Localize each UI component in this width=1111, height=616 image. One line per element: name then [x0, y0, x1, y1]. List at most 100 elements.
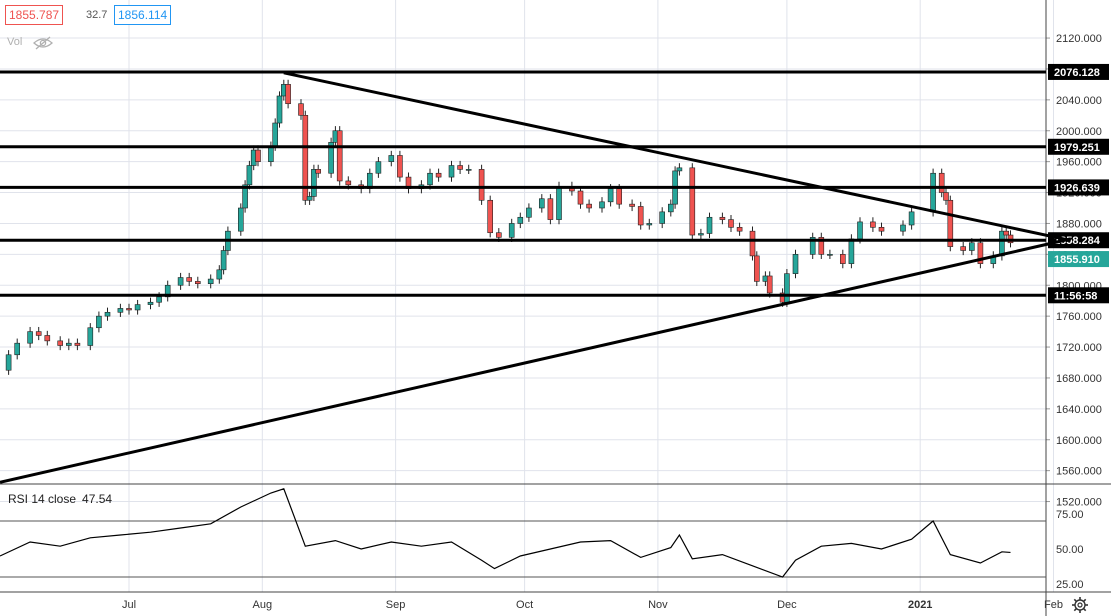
candle-body	[599, 201, 605, 209]
candle-body	[706, 216, 713, 234]
candle-body	[388, 155, 395, 162]
candle-body	[66, 342, 72, 346]
candle-body	[336, 130, 343, 182]
level-price-label: 1926.639	[1054, 182, 1100, 194]
candle-body	[44, 335, 51, 342]
candle-body	[629, 203, 635, 207]
candle-body	[195, 281, 201, 285]
candle-body	[272, 122, 279, 147]
candle-body	[753, 255, 760, 282]
level-price-label: 1979.251	[1054, 142, 1100, 154]
candle-body	[220, 250, 227, 271]
price-axis-label: 1760.000	[1056, 311, 1102, 323]
candle-body	[126, 308, 132, 311]
level-price-tag	[1048, 232, 1109, 249]
candle-body	[827, 254, 833, 256]
candle-body	[659, 211, 666, 224]
bid-price-badge[interactable]: 1855.787	[5, 5, 64, 25]
candle-body	[57, 340, 64, 346]
candle-body	[164, 284, 171, 298]
candle-body	[156, 296, 162, 303]
level-price-label: 2076.128	[1054, 67, 1100, 79]
candle-body	[35, 331, 42, 336]
time-axis-label: 2021	[908, 599, 932, 611]
candle-body	[809, 237, 816, 255]
candle-body	[784, 273, 790, 303]
candle-body	[577, 190, 584, 205]
level-price-tag	[1048, 63, 1109, 80]
candle-body	[242, 184, 248, 209]
candle-body	[478, 169, 485, 201]
candle-body	[538, 198, 545, 209]
level-price-tag	[1048, 287, 1109, 304]
candle-body	[255, 149, 261, 162]
candle-body	[117, 308, 124, 313]
candle-body	[943, 192, 949, 201]
candle-body	[246, 165, 253, 186]
price-axis-label: 1880.000	[1056, 218, 1102, 230]
candle-body	[719, 216, 726, 220]
rsi-label: RSI 14 close 47.54	[8, 492, 112, 506]
time-axis-label: Nov	[648, 599, 668, 611]
price-axis-label: 1720.000	[1056, 342, 1102, 354]
candle-body	[526, 207, 532, 218]
candle-body	[328, 142, 334, 174]
candle-body	[676, 167, 683, 172]
time-axis-label: Oct	[516, 599, 533, 611]
candle-body	[216, 269, 223, 280]
candle-body	[448, 165, 455, 178]
candle-body	[345, 180, 352, 186]
time-axis-label: Dec	[777, 599, 797, 611]
candle-body	[870, 221, 876, 228]
candle-body	[375, 161, 382, 174]
candle-body	[977, 242, 984, 264]
time-axis-label: Jul	[122, 599, 136, 611]
candle-body	[766, 275, 773, 294]
candle-body	[960, 246, 967, 251]
candle-body	[646, 223, 653, 226]
price-axis-label: 2120.000	[1056, 33, 1102, 45]
rsi-name: RSI 14 close	[8, 492, 77, 506]
volume-label: Vol	[7, 36, 23, 48]
candle-body	[74, 342, 81, 346]
candle-body	[908, 211, 915, 226]
candle-body	[728, 219, 734, 228]
candle-body	[818, 237, 825, 255]
level-price-label: 11:56:58	[1054, 290, 1097, 302]
candle-body	[238, 207, 244, 232]
candle-body	[487, 199, 494, 234]
candle-body	[276, 95, 283, 124]
candle-body	[878, 227, 885, 232]
price-axis-label: 2000.000	[1056, 126, 1102, 138]
candle-body	[315, 169, 322, 174]
candle-body	[547, 198, 554, 220]
candle-body	[5, 354, 12, 371]
candle-body	[14, 342, 20, 356]
ask-price-badge[interactable]: 1856.114	[114, 5, 172, 25]
time-axis-label: Feb	[1044, 599, 1063, 611]
candle-body	[397, 155, 403, 178]
eye-hidden-icon[interactable]	[33, 36, 53, 50]
candle-body	[586, 203, 592, 209]
gear-icon[interactable]	[1071, 596, 1089, 614]
price-axis-label: 1600.000	[1056, 435, 1102, 447]
rsi-axis-label: 75.00	[1056, 509, 1084, 521]
candle-body	[27, 331, 33, 344]
candle-body	[495, 232, 502, 238]
candle-body	[465, 169, 472, 171]
trendline	[283, 71, 1072, 242]
candle-body	[96, 315, 102, 329]
price-axis-label: 1520.000	[1056, 497, 1102, 509]
candle-body	[667, 203, 674, 213]
rsi-axis-label: 25.00	[1056, 579, 1084, 591]
price-axis-label: 1560.000	[1056, 466, 1102, 478]
candle-body	[457, 165, 463, 170]
rsi-value: 47.54	[82, 492, 113, 506]
spread-value: 32.7	[83, 6, 111, 24]
level-price-tag	[1048, 179, 1109, 196]
current-price-label: 1855.910	[1054, 254, 1100, 266]
candle-body	[87, 327, 94, 346]
trendline	[0, 237, 1072, 484]
